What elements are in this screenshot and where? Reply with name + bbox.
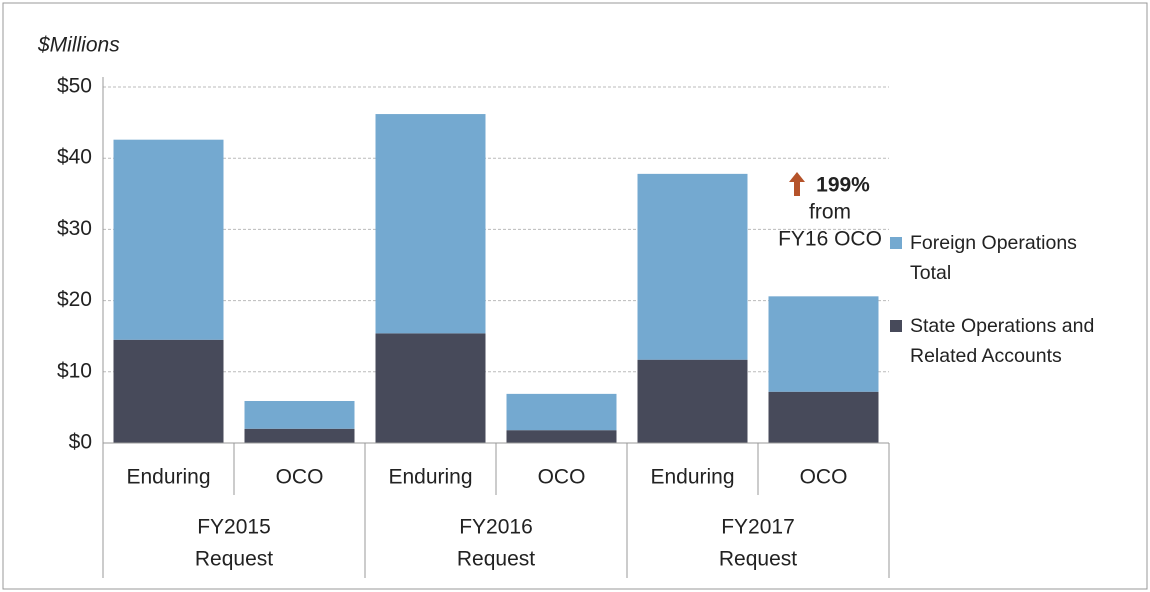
y-tick-label: $20	[57, 288, 92, 311]
bar-segment	[375, 333, 486, 443]
x-tick-label: OCO	[538, 466, 586, 489]
legend-swatch	[890, 237, 902, 249]
group-label: Request	[457, 548, 535, 571]
bar-segment	[244, 400, 355, 429]
group-label: FY2016	[459, 516, 533, 539]
x-tick-label: Enduring	[388, 466, 472, 489]
y-axis-label: $Millions	[37, 34, 120, 57]
x-tick-label: OCO	[800, 466, 848, 489]
bar-segment	[506, 393, 617, 431]
bar-segment	[768, 296, 879, 392]
y-tick-label: $50	[57, 75, 92, 98]
annotation-arrow	[789, 172, 805, 196]
y-tick-label: $10	[57, 359, 92, 382]
legend-entry: Foreign Operations Total	[890, 228, 1098, 288]
y-tick-label: $40	[57, 146, 92, 169]
bar-segment	[375, 114, 486, 334]
legend-entry: State Operations and Related Accounts	[890, 311, 1098, 371]
legend-label: Foreign Operations Total	[910, 232, 1077, 284]
bar-segment	[768, 391, 879, 443]
x-tick-label: OCO	[276, 466, 324, 489]
bar-segment	[637, 173, 748, 360]
group-label: Request	[719, 548, 797, 571]
legend-swatch	[890, 320, 902, 332]
annotation-text: FY16 OCO	[778, 228, 882, 251]
bar-segment	[113, 339, 224, 443]
y-tick-label: $0	[69, 431, 92, 454]
bar-segment	[506, 430, 617, 443]
bar-segment	[637, 359, 748, 443]
group-label: FY2017	[721, 516, 795, 539]
group-label: Request	[195, 548, 273, 571]
y-tick-label: $30	[57, 217, 92, 240]
x-tick-label: Enduring	[126, 466, 210, 489]
bar-segment	[113, 139, 224, 340]
group-label: FY2015	[197, 516, 271, 539]
annotation-text: from	[809, 201, 851, 224]
bar-segment	[244, 428, 355, 443]
legend-label: State Operations and Related Accounts	[910, 315, 1095, 367]
x-tick-label: Enduring	[650, 466, 734, 489]
annotation-text: 199%	[816, 174, 870, 197]
